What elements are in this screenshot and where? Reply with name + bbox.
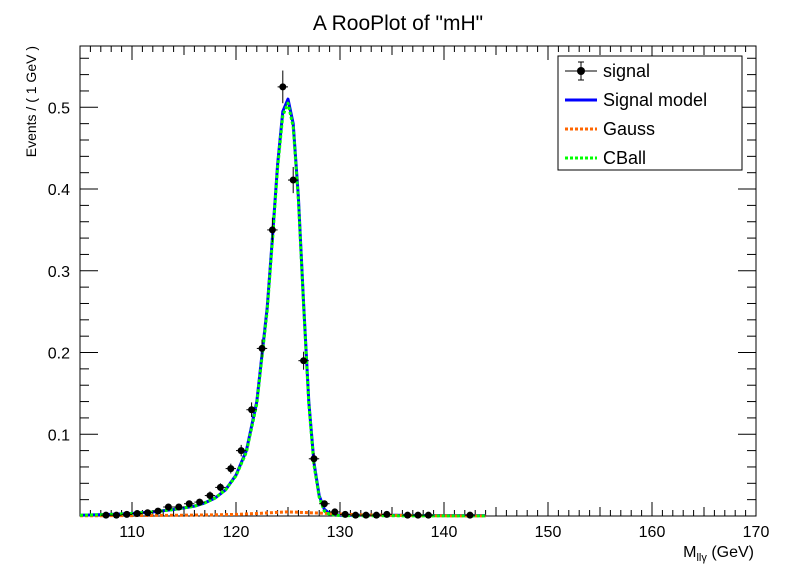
data-point (308, 453, 320, 465)
x-tick-labels: 110 120 130 140 150 160 170 (119, 524, 769, 541)
y-tick-label: 0.4 (48, 182, 70, 199)
legend: signal Signal model Gauss CBall (557, 55, 743, 171)
curve-signal-model (79, 97, 486, 518)
data-point (132, 510, 143, 518)
data-point (121, 510, 132, 518)
data-point (329, 508, 340, 516)
y-tick-label: 0.3 (48, 264, 70, 281)
data-point (152, 507, 164, 515)
y-tick-label: 0.5 (48, 100, 70, 117)
x-tick-label: 150 (535, 524, 562, 541)
data-point (464, 511, 476, 519)
svg-text:CBall: CBall (603, 148, 646, 168)
data-point (267, 217, 278, 243)
data-point (340, 510, 351, 518)
data-point (288, 166, 299, 194)
data-point (246, 402, 257, 418)
data-point (215, 483, 226, 492)
legend-item-gauss: Gauss (565, 119, 655, 139)
data-point (194, 498, 205, 506)
data-point (111, 511, 122, 519)
axis-ticks (79, 46, 757, 516)
data-point (277, 70, 288, 104)
data-point (256, 339, 268, 358)
legend-item-signal-model: Signal model (565, 90, 707, 110)
data-point (371, 511, 382, 519)
legend-box (557, 55, 743, 171)
model-curves (79, 97, 486, 518)
y-axis-label: Events / ( 1 GeV ) (23, 46, 39, 157)
x-axis-label: Mllγ (GeV) (683, 544, 754, 564)
data-point (360, 511, 372, 519)
data-point (163, 503, 174, 511)
data-point (381, 510, 392, 518)
svg-text:signal: signal (603, 61, 650, 81)
legend-item-signal: signal (565, 61, 650, 81)
data-point (173, 503, 184, 511)
svg-text:Signal model: Signal model (603, 90, 707, 110)
data-point (184, 500, 195, 508)
data-point (412, 511, 424, 519)
signal-points (100, 70, 476, 519)
data-point (100, 511, 112, 519)
chart-title: A RooPlot of "mH" (313, 12, 483, 35)
data-point (225, 463, 236, 474)
y-tick-label: 0.1 (48, 427, 70, 444)
data-point (204, 491, 216, 500)
data-point (423, 511, 434, 519)
x-tick-label: 160 (639, 524, 666, 541)
x-tick-label: 120 (223, 524, 250, 541)
y-tick-labels: 0.1 0.2 0.3 0.4 0.5 (48, 100, 70, 444)
x-tick-label: 130 (327, 524, 354, 541)
data-point (319, 500, 330, 508)
svg-text:Gauss: Gauss (603, 119, 655, 139)
data-point (298, 351, 309, 370)
data-point (236, 444, 247, 457)
y-tick-label: 0.2 (48, 346, 70, 363)
x-tick-label: 170 (743, 524, 770, 541)
legend-item-cball: CBall (565, 148, 646, 168)
data-point (142, 509, 153, 517)
curve-cball (79, 101, 486, 518)
data-point (402, 511, 413, 519)
data-point (350, 511, 361, 519)
x-tick-label: 110 (119, 524, 145, 541)
x-tick-label: 140 (431, 524, 458, 541)
